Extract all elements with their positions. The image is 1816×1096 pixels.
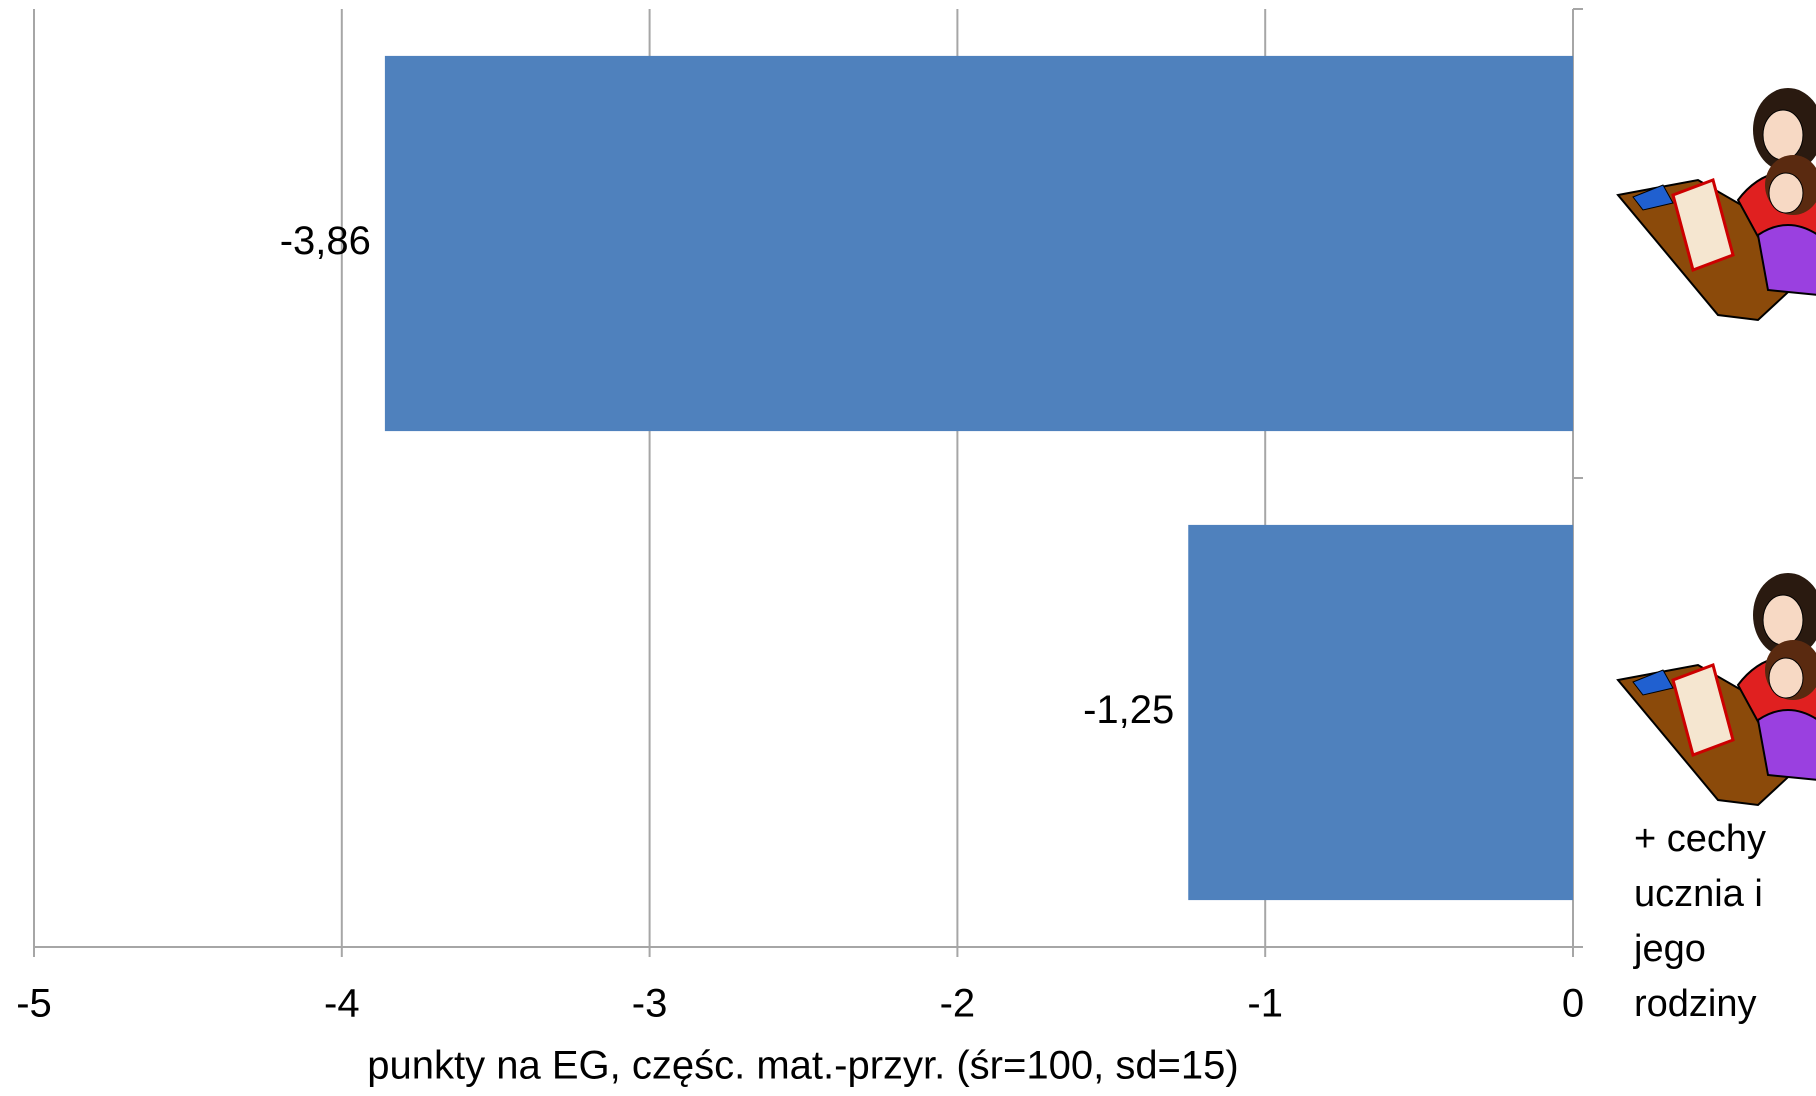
x-tick-label: -4 [324, 982, 360, 1026]
bar [1188, 524, 1573, 901]
x-tick-label: 0 [1562, 982, 1584, 1026]
value-label: -3,86 [280, 219, 371, 263]
x-tick-label: -1 [1247, 982, 1283, 1026]
x-tick-label: -3 [632, 982, 668, 1026]
bar [384, 55, 1574, 432]
student-icon [1616, 88, 1816, 322]
category-label: + cechy ucznia i jego rodziny [1634, 818, 1767, 1025]
student-icon [1616, 573, 1816, 807]
value-label: -1,25 [1083, 688, 1174, 732]
x-axis-title: punkty na EG, częśc. mat.-przyr. (śr=100… [367, 1044, 1238, 1088]
x-tick-label: -2 [940, 982, 976, 1026]
x-tick-label: -5 [16, 982, 52, 1026]
